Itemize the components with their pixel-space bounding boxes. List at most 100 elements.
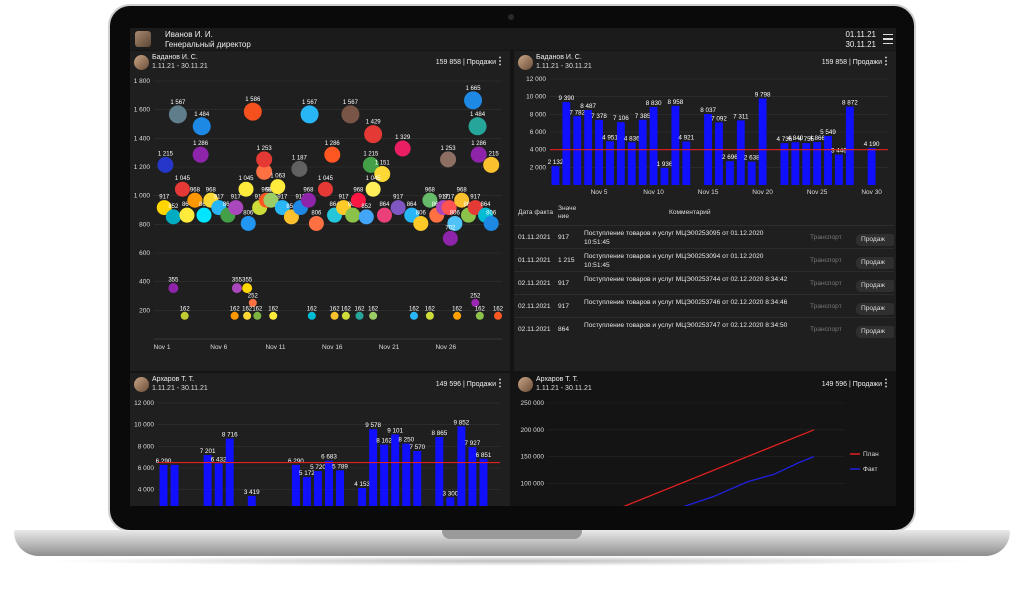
data-label: 162 <box>307 306 318 312</box>
more-options-icon[interactable]: ⋮ <box>495 56 505 67</box>
data-point <box>180 311 189 320</box>
bar <box>758 98 767 185</box>
cell-comment: Поступление товаров и услуг МЦЭ00253095 … <box>584 230 764 246</box>
data-label: 968 <box>425 187 436 193</box>
bar <box>468 447 477 506</box>
more-options-icon[interactable]: ⋮ <box>881 56 891 67</box>
bar-label: 7 201 <box>200 448 216 455</box>
data-point <box>192 117 211 136</box>
data-label: 1 429 <box>366 120 382 126</box>
y-tick-label: 6 000 <box>138 465 155 472</box>
category-chip[interactable]: Продаж <box>856 257 894 269</box>
data-label: 1 215 <box>158 151 174 157</box>
bar <box>725 161 734 185</box>
x-tick-label: Nov 10 <box>643 189 664 196</box>
table-row[interactable]: 02.11.2021 864 Поступление товаров и услуг… <box>514 317 894 341</box>
bar-label: 7 378 <box>591 113 607 120</box>
bar-label: 8 958 <box>668 99 684 106</box>
avatar[interactable] <box>135 31 151 47</box>
scatter-chart: 1 800 1 600 1 400 1 200 1 000 800 600 400 200 Nov… <box>134 78 504 351</box>
data-label: 1 286 <box>193 141 209 147</box>
data-label: 917 <box>444 195 455 201</box>
data-point <box>440 151 457 168</box>
data-label: 968 <box>206 187 217 193</box>
data-label: 252 <box>470 293 481 299</box>
data-label: 917 <box>277 195 288 201</box>
panel-user-name: Архаров Т. Т. <box>536 376 579 383</box>
more-options-icon[interactable]: ⋮ <box>495 378 505 389</box>
panel-user-name: Баданов И. С. <box>536 54 582 61</box>
bar-label: 1 936 <box>657 161 673 168</box>
col-value-header[interactable]: Значе ние <box>558 205 577 220</box>
category-chip[interactable]: Продаж <box>856 234 894 246</box>
data-label: 968 <box>353 187 364 193</box>
cell-type: Транспорт <box>810 257 842 264</box>
cell-type: Транспорт <box>810 326 842 333</box>
screen: Иванов И. И. Генеральный директор 01.11.… <box>130 28 896 506</box>
data-point <box>376 207 392 223</box>
menu-icon[interactable] <box>883 34 893 44</box>
data-point <box>470 146 487 163</box>
x-tick-label: Nov 20 <box>752 189 773 196</box>
panel-total: 159 858 | Продажи <box>821 59 882 66</box>
user-role: Генеральный директор <box>165 40 251 49</box>
data-label: 162 <box>409 306 420 312</box>
avatar[interactable] <box>518 377 533 392</box>
panel-bar-table: Баданов И. С. 1.11.21 - 30.11.21 159 858… <box>514 51 896 371</box>
data-point <box>341 311 350 320</box>
data-label: 162 <box>341 306 352 312</box>
bar <box>791 142 800 185</box>
data-label: 864 <box>379 202 390 208</box>
bar <box>336 470 345 506</box>
data-label: 806 <box>450 210 461 216</box>
bar-label: 4 921 <box>678 135 694 142</box>
more-options-icon[interactable]: ⋮ <box>881 378 891 389</box>
data-point <box>447 215 463 231</box>
bar <box>616 122 625 185</box>
avatar[interactable] <box>134 55 149 70</box>
data-label: 162 <box>475 306 486 312</box>
table-row[interactable]: 02.11.2021 917 Поступление товаров и услуг… <box>514 294 894 318</box>
y-tick-label: 100 000 <box>521 480 545 487</box>
data-label: 806 <box>243 210 254 216</box>
avatar[interactable] <box>134 377 149 392</box>
bar-label: 9 578 <box>365 422 381 429</box>
data-label: 968 <box>190 187 201 193</box>
table-row[interactable]: 02.11.2021 917 Поступление товаров и услуг… <box>514 271 894 295</box>
table-row[interactable]: 01.11.2021 1 215 Поступление товаров и усл… <box>514 248 894 272</box>
bar <box>291 464 300 506</box>
data-point <box>369 311 378 320</box>
bar <box>747 161 756 185</box>
category-chip[interactable]: Продаж <box>856 280 894 292</box>
category-chip[interactable]: Продаж <box>856 326 894 338</box>
bar <box>457 426 466 506</box>
bar-label: 4 866 <box>809 135 825 142</box>
data-label: 355 <box>168 278 179 284</box>
col-date-header[interactable]: Дата факта <box>518 209 554 216</box>
cell-date: 01.11.2021 <box>518 234 551 241</box>
panel-line: Архаров Т. Т. 1.11.21 - 30.11.21 149 596… <box>514 373 896 506</box>
bar-label: 4 736 <box>777 136 793 143</box>
bar <box>402 443 411 506</box>
data-point <box>174 181 190 197</box>
col-comment-header[interactable]: Комментарий <box>669 209 711 216</box>
data-label: 1 253 <box>257 146 273 152</box>
data-label: 1 286 <box>471 141 487 147</box>
data-point <box>300 105 319 124</box>
data-label: 702 <box>445 225 456 231</box>
bar-label: 8 162 <box>376 438 392 445</box>
category-chip[interactable]: Продаж <box>856 303 894 315</box>
bar-label: 2 638 <box>744 155 760 162</box>
bar-label: 6 290 <box>288 458 304 465</box>
cell-comment: Поступление товаров и услуг МЦЭ00253744 … <box>584 276 788 283</box>
data-point <box>441 200 457 216</box>
user-name: Иванов И. И. <box>165 30 213 39</box>
bar-label: 9 101 <box>387 427 403 434</box>
bar <box>302 476 311 506</box>
avatar[interactable] <box>518 55 533 70</box>
data-point <box>243 102 262 121</box>
table-row[interactable]: 01.11.2021 917 Поступление товаров и услуг… <box>514 225 894 249</box>
legend-label: Факт <box>863 466 877 473</box>
